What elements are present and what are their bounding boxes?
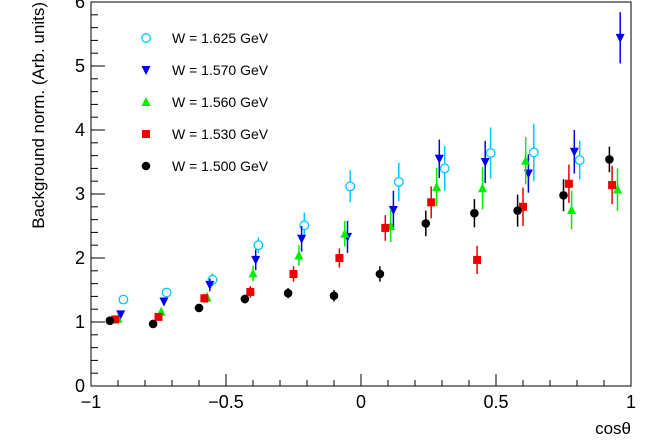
data-point	[605, 155, 614, 164]
data-point	[148, 319, 158, 329]
data-point	[375, 269, 385, 279]
data-point	[340, 228, 350, 238]
data-point	[564, 179, 573, 188]
legend-label: W = 1.625 GeV	[172, 30, 269, 46]
data-point	[105, 316, 115, 326]
series-1	[116, 12, 625, 320]
data-point	[434, 154, 444, 164]
data-point	[480, 158, 490, 167]
data-point	[253, 240, 264, 251]
legend: W = 1.625 GeV W = 1.570 GeV W = 1.560 GeV W…	[141, 30, 269, 174]
legend-marker	[141, 66, 151, 75]
series-4	[105, 146, 614, 329]
data-point	[154, 312, 163, 321]
legend-marker	[141, 33, 151, 43]
data-point	[297, 234, 307, 244]
data-point	[613, 184, 622, 194]
y-tick-label: 6	[75, 0, 85, 12]
y-tick-label: 4	[75, 120, 85, 140]
data-marks	[105, 12, 625, 329]
data-point	[118, 294, 129, 305]
x-tick-label: 1	[626, 392, 636, 412]
data-point	[294, 250, 304, 260]
data-point	[161, 287, 172, 298]
legend-label: W = 1.530 GeV	[172, 126, 269, 142]
x-tick-label: −0.5	[208, 392, 244, 412]
legend-marker	[141, 161, 151, 171]
data-point	[478, 183, 487, 193]
x-axis-title: cosθ	[595, 419, 631, 438]
data-point	[559, 190, 568, 200]
legend-marker	[142, 130, 150, 138]
x-tick-label: 0	[356, 392, 366, 412]
data-point	[519, 202, 527, 211]
data-point	[335, 254, 344, 262]
data-point	[521, 155, 531, 165]
data-point	[439, 163, 450, 174]
legend-label: W = 1.560 GeV	[172, 94, 269, 110]
y-tick-label: 0	[75, 376, 85, 396]
data-point	[111, 315, 120, 324]
data-point	[513, 206, 522, 215]
data-point	[608, 181, 617, 190]
data-point	[567, 205, 577, 214]
data-point	[569, 147, 579, 157]
data-point	[283, 288, 293, 298]
x-tick-label: 0.5	[483, 392, 508, 412]
data-point	[421, 219, 431, 228]
data-point	[470, 208, 479, 218]
data-point	[473, 255, 482, 264]
data-point	[246, 287, 255, 296]
data-point	[194, 303, 204, 313]
data-point	[432, 181, 442, 191]
data-point	[485, 148, 496, 158]
series-3	[111, 164, 617, 324]
y-tick-label: 1	[75, 312, 85, 332]
data-point	[381, 223, 390, 232]
legend-marker	[141, 97, 151, 106]
data-point	[116, 310, 126, 320]
data-point	[205, 280, 215, 290]
data-point	[528, 147, 539, 158]
legend-label: W = 1.500 GeV	[172, 158, 269, 174]
data-point	[427, 198, 436, 207]
series-2	[113, 137, 622, 323]
data-point	[200, 294, 209, 303]
legend-label: W = 1.570 GeV	[172, 62, 269, 78]
data-point	[615, 33, 625, 43]
y-tick-label: 3	[75, 184, 85, 204]
data-point	[248, 268, 258, 278]
data-point	[574, 155, 585, 166]
series-0	[118, 123, 585, 305]
y-tick-label: 2	[75, 248, 85, 268]
data-point	[159, 297, 169, 307]
data-point	[289, 270, 298, 278]
data-point	[393, 176, 404, 187]
data-point	[329, 291, 339, 301]
data-point	[240, 294, 250, 304]
y-tick-label: 5	[75, 56, 85, 76]
x-axis-ticks: −1 −0.5 0 0.5 1	[81, 374, 636, 412]
y-axis-ticks: 0 1 2 3 4 5 6	[75, 0, 105, 396]
data-point	[251, 255, 261, 265]
data-point	[345, 181, 356, 192]
data-point	[388, 206, 398, 215]
y-axis-title: Background norm. (Arb. units)	[29, 2, 48, 229]
x-tick-label: −1	[81, 392, 102, 412]
